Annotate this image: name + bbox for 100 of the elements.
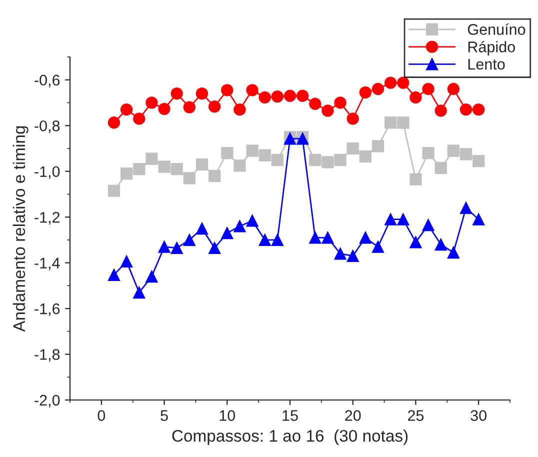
point bbox=[460, 104, 472, 116]
point bbox=[384, 116, 397, 129]
point bbox=[447, 82, 460, 96]
point bbox=[234, 220, 246, 232]
point bbox=[108, 184, 120, 197]
point bbox=[460, 202, 472, 214]
point bbox=[309, 98, 322, 110]
legend-label: Lento bbox=[468, 58, 505, 70]
point bbox=[410, 236, 422, 248]
point bbox=[146, 152, 158, 165]
point bbox=[158, 240, 170, 253]
x-tick-label: 20 bbox=[345, 410, 361, 421]
point bbox=[208, 242, 221, 254]
point bbox=[397, 76, 410, 89]
point bbox=[434, 104, 447, 117]
point bbox=[120, 255, 133, 268]
x-tick-label: 25 bbox=[408, 410, 424, 421]
point bbox=[271, 234, 284, 246]
point bbox=[422, 218, 434, 232]
point bbox=[472, 154, 485, 168]
point bbox=[384, 213, 397, 226]
point bbox=[334, 248, 346, 260]
point bbox=[322, 232, 334, 244]
point bbox=[271, 154, 284, 166]
point bbox=[410, 91, 422, 104]
point bbox=[359, 232, 372, 244]
point bbox=[296, 90, 309, 102]
y-tick-label: -1,6 bbox=[34, 303, 60, 316]
y-axis-title: Andamento relativo e timing bbox=[12, 126, 28, 332]
point bbox=[234, 104, 246, 116]
point bbox=[334, 154, 346, 166]
point bbox=[158, 102, 170, 115]
point bbox=[447, 246, 460, 259]
point bbox=[221, 84, 234, 96]
point bbox=[334, 96, 346, 109]
point bbox=[120, 104, 133, 116]
x-tick-label: 30 bbox=[470, 410, 486, 421]
point bbox=[196, 88, 208, 100]
point bbox=[472, 213, 485, 226]
point bbox=[170, 242, 183, 254]
point bbox=[258, 149, 271, 162]
point bbox=[346, 250, 359, 262]
point bbox=[183, 172, 196, 184]
point bbox=[196, 222, 208, 235]
point bbox=[309, 154, 322, 166]
point bbox=[397, 213, 410, 226]
point bbox=[158, 160, 170, 173]
point bbox=[271, 90, 284, 103]
point bbox=[372, 82, 384, 96]
legend-label: Genuíno bbox=[468, 23, 526, 35]
point bbox=[208, 100, 221, 113]
point bbox=[170, 162, 183, 176]
point bbox=[434, 238, 447, 251]
point bbox=[208, 170, 221, 182]
point bbox=[183, 101, 196, 114]
point bbox=[322, 104, 334, 117]
point bbox=[170, 88, 183, 100]
point bbox=[309, 232, 322, 244]
point bbox=[460, 148, 472, 160]
point bbox=[246, 144, 258, 157]
y-tick-label: -0,8 bbox=[34, 120, 60, 134]
x-tick-label: 0 bbox=[98, 410, 106, 421]
point bbox=[221, 227, 234, 240]
point bbox=[108, 268, 120, 281]
point bbox=[146, 96, 158, 109]
point bbox=[346, 112, 359, 125]
point bbox=[472, 104, 485, 116]
point bbox=[359, 86, 372, 99]
point bbox=[372, 240, 384, 253]
y-tick-label: -0,6 bbox=[34, 74, 60, 88]
point bbox=[410, 173, 422, 186]
y-tick-label: -2,0 bbox=[34, 394, 60, 408]
point bbox=[434, 162, 447, 174]
point bbox=[133, 162, 146, 176]
y-tick-label: -1,4 bbox=[34, 258, 60, 270]
point bbox=[246, 84, 258, 96]
point bbox=[183, 234, 196, 246]
point bbox=[246, 214, 258, 227]
point bbox=[108, 116, 120, 129]
x-tick-label: 5 bbox=[160, 410, 168, 421]
point bbox=[196, 158, 208, 171]
legend-label: Rápido bbox=[468, 40, 515, 56]
point bbox=[346, 142, 359, 155]
point bbox=[234, 160, 246, 172]
point bbox=[133, 112, 146, 125]
x-tick-label: 10 bbox=[220, 410, 236, 421]
point bbox=[120, 168, 133, 180]
point bbox=[384, 76, 397, 89]
y-tick-label: -1,0 bbox=[34, 166, 60, 179]
point bbox=[397, 116, 410, 129]
y-tick-label: -1,8 bbox=[34, 349, 60, 362]
y-tick-label: -1,2 bbox=[34, 212, 60, 225]
point bbox=[447, 144, 460, 157]
point bbox=[146, 270, 158, 283]
point bbox=[372, 140, 384, 152]
point bbox=[258, 234, 271, 246]
point bbox=[221, 146, 234, 160]
point bbox=[422, 82, 434, 96]
point bbox=[133, 286, 146, 299]
x-axis-title: Compassos: 1 ao 16 (30 notas) bbox=[172, 430, 408, 446]
